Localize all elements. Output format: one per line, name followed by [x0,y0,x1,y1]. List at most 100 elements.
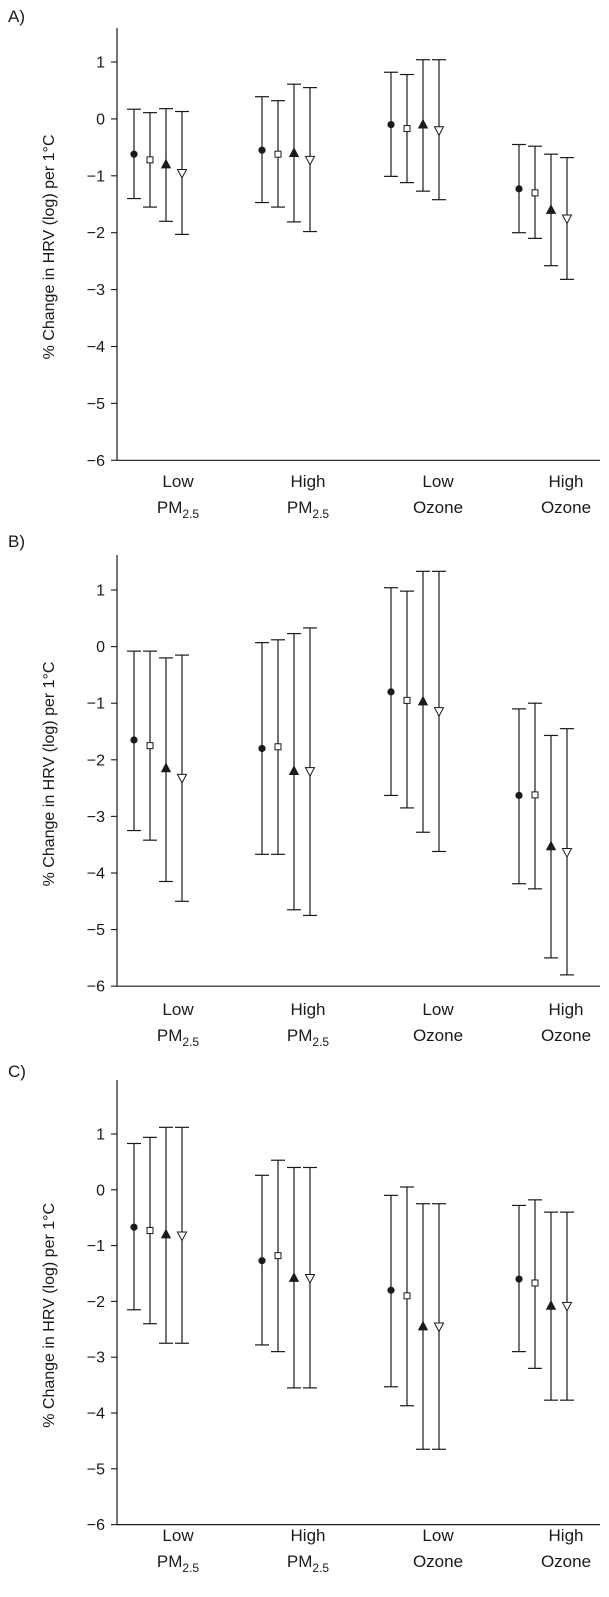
error-bar-group [432,1203,446,1450]
error-bar-group [271,100,285,208]
point-marker-filled-triangle-up [288,1272,300,1282]
error-bar-group [127,1142,141,1311]
category-label-line1: High [291,1000,326,1019]
error-bar-group [432,570,446,853]
error-bar-group [175,654,189,902]
error-bar-group [512,1204,526,1353]
point-marker-open-square [274,1252,282,1260]
error-bar-group [159,108,173,222]
error-bar-group [384,71,398,177]
category-label-line2: PM2.5 [157,1552,200,1575]
point-marker-filled-triangle-up [545,204,557,214]
panel-label: B) [8,532,25,551]
error-bar-group [143,112,157,208]
error-bar-group [432,59,446,201]
error-bar-group [384,1194,398,1388]
y-tick-label: −4 [87,339,105,356]
error-bar-group [560,728,574,976]
point-marker-filled-circle [387,688,395,696]
point-marker-filled-circle [387,1286,395,1294]
point-marker-open-triangle-down [304,767,316,778]
point-marker-open-square [403,125,411,133]
error-bar-group [143,650,157,841]
category-label-line1: High [291,1526,326,1545]
category-label-line1: Low [422,472,454,491]
error-bar-group [560,156,574,280]
y-tick-label: −2 [87,1294,105,1311]
y-tick-label: −3 [87,282,105,299]
point-marker-filled-triangle-up [545,1300,557,1310]
category-label-main: PM [157,1552,183,1571]
error-bar-group [400,73,414,184]
category-label-main: Ozone [413,1026,463,1045]
error-bar-group [400,590,414,809]
point-marker-filled-circle [258,1257,266,1265]
y-tick-label: −3 [87,1350,105,1367]
error-bar-group [255,96,269,204]
point-marker-open-square [531,1279,539,1287]
error-bar-group [159,657,173,883]
point-marker-open-triangle-down [176,168,188,180]
y-tick-label: −5 [87,922,105,939]
category-label-line1: High [549,472,584,491]
category-label-line1: Low [162,1000,194,1019]
error-bar-group [512,708,526,885]
point-marker-open-square [403,696,411,704]
point-marker-filled-triangle-up [160,158,172,169]
error-bar-group [544,153,558,267]
category-label-main: Ozone [541,1552,591,1571]
panel-label: C) [8,1062,26,1081]
error-bar-group [303,627,317,917]
y-tick-label: −1 [87,168,105,185]
category-label-line2: PM2.5 [287,1026,330,1049]
chart-panel-c: C) 1 0 −1 −2 −3 −4 −5 −6 % Change in HRV (log) pe… [8,1062,600,1575]
y-tick-label: −4 [87,1406,105,1423]
y-tick-label: 0 [96,1182,105,1199]
category-label-subscript: 2.5 [312,507,329,521]
point-marker-open-triangle-down [561,1301,573,1312]
category-label-line2: Ozone [413,1026,463,1045]
point-marker-filled-triangle-up [545,840,557,851]
error-bar-group [400,1186,414,1407]
point-marker-filled-circle [130,736,138,744]
category-label-main: PM [157,498,183,517]
y-tick-label: −2 [87,752,105,769]
category-label-main: PM [287,498,313,517]
point-marker-open-square [274,743,282,751]
point-marker-filled-circle [258,146,266,154]
error-bar-group [560,1211,574,1401]
category-label-line2: Ozone [413,1552,463,1571]
category-label-line2: Ozone [413,498,463,517]
point-marker-filled-circle [515,185,523,193]
error-bar-group [416,59,430,192]
error-bar-group [512,143,526,234]
point-marker-open-triangle-down [304,155,316,166]
category-label-line2: PM2.5 [287,498,330,521]
y-tick-label: −6 [87,1517,105,1534]
error-bar-group [384,587,398,797]
error-bar-group [271,639,285,855]
category-label-subscript: 2.5 [312,1035,329,1049]
category-label-line1: Low [422,1000,454,1019]
chart-panel-b: B) 1 0 −1 −2 −3 −4 −5 −6 % Change in HRV (log) pe… [8,532,600,1049]
y-tick-label: −6 [87,453,105,470]
error-bar-group [528,702,542,890]
error-bar-group [544,1211,558,1401]
point-marker-filled-circle [130,150,138,158]
point-marker-filled-triangle-up [160,1228,172,1239]
error-bar-group [127,650,141,832]
error-bar-group [287,632,301,911]
y-tick-label: −4 [87,866,105,883]
point-marker-filled-circle [387,120,395,129]
y-tick-label: −1 [87,696,105,713]
point-marker-open-square [146,1227,154,1235]
y-tick-label: −5 [87,1461,105,1478]
error-bar-group [416,570,430,833]
category-label-subscript: 2.5 [182,1035,199,1049]
error-bar-group [303,87,317,233]
category-label-line1: Low [162,472,194,491]
y-tick-label: 1 [96,583,105,600]
point-marker-open-square [146,742,154,750]
